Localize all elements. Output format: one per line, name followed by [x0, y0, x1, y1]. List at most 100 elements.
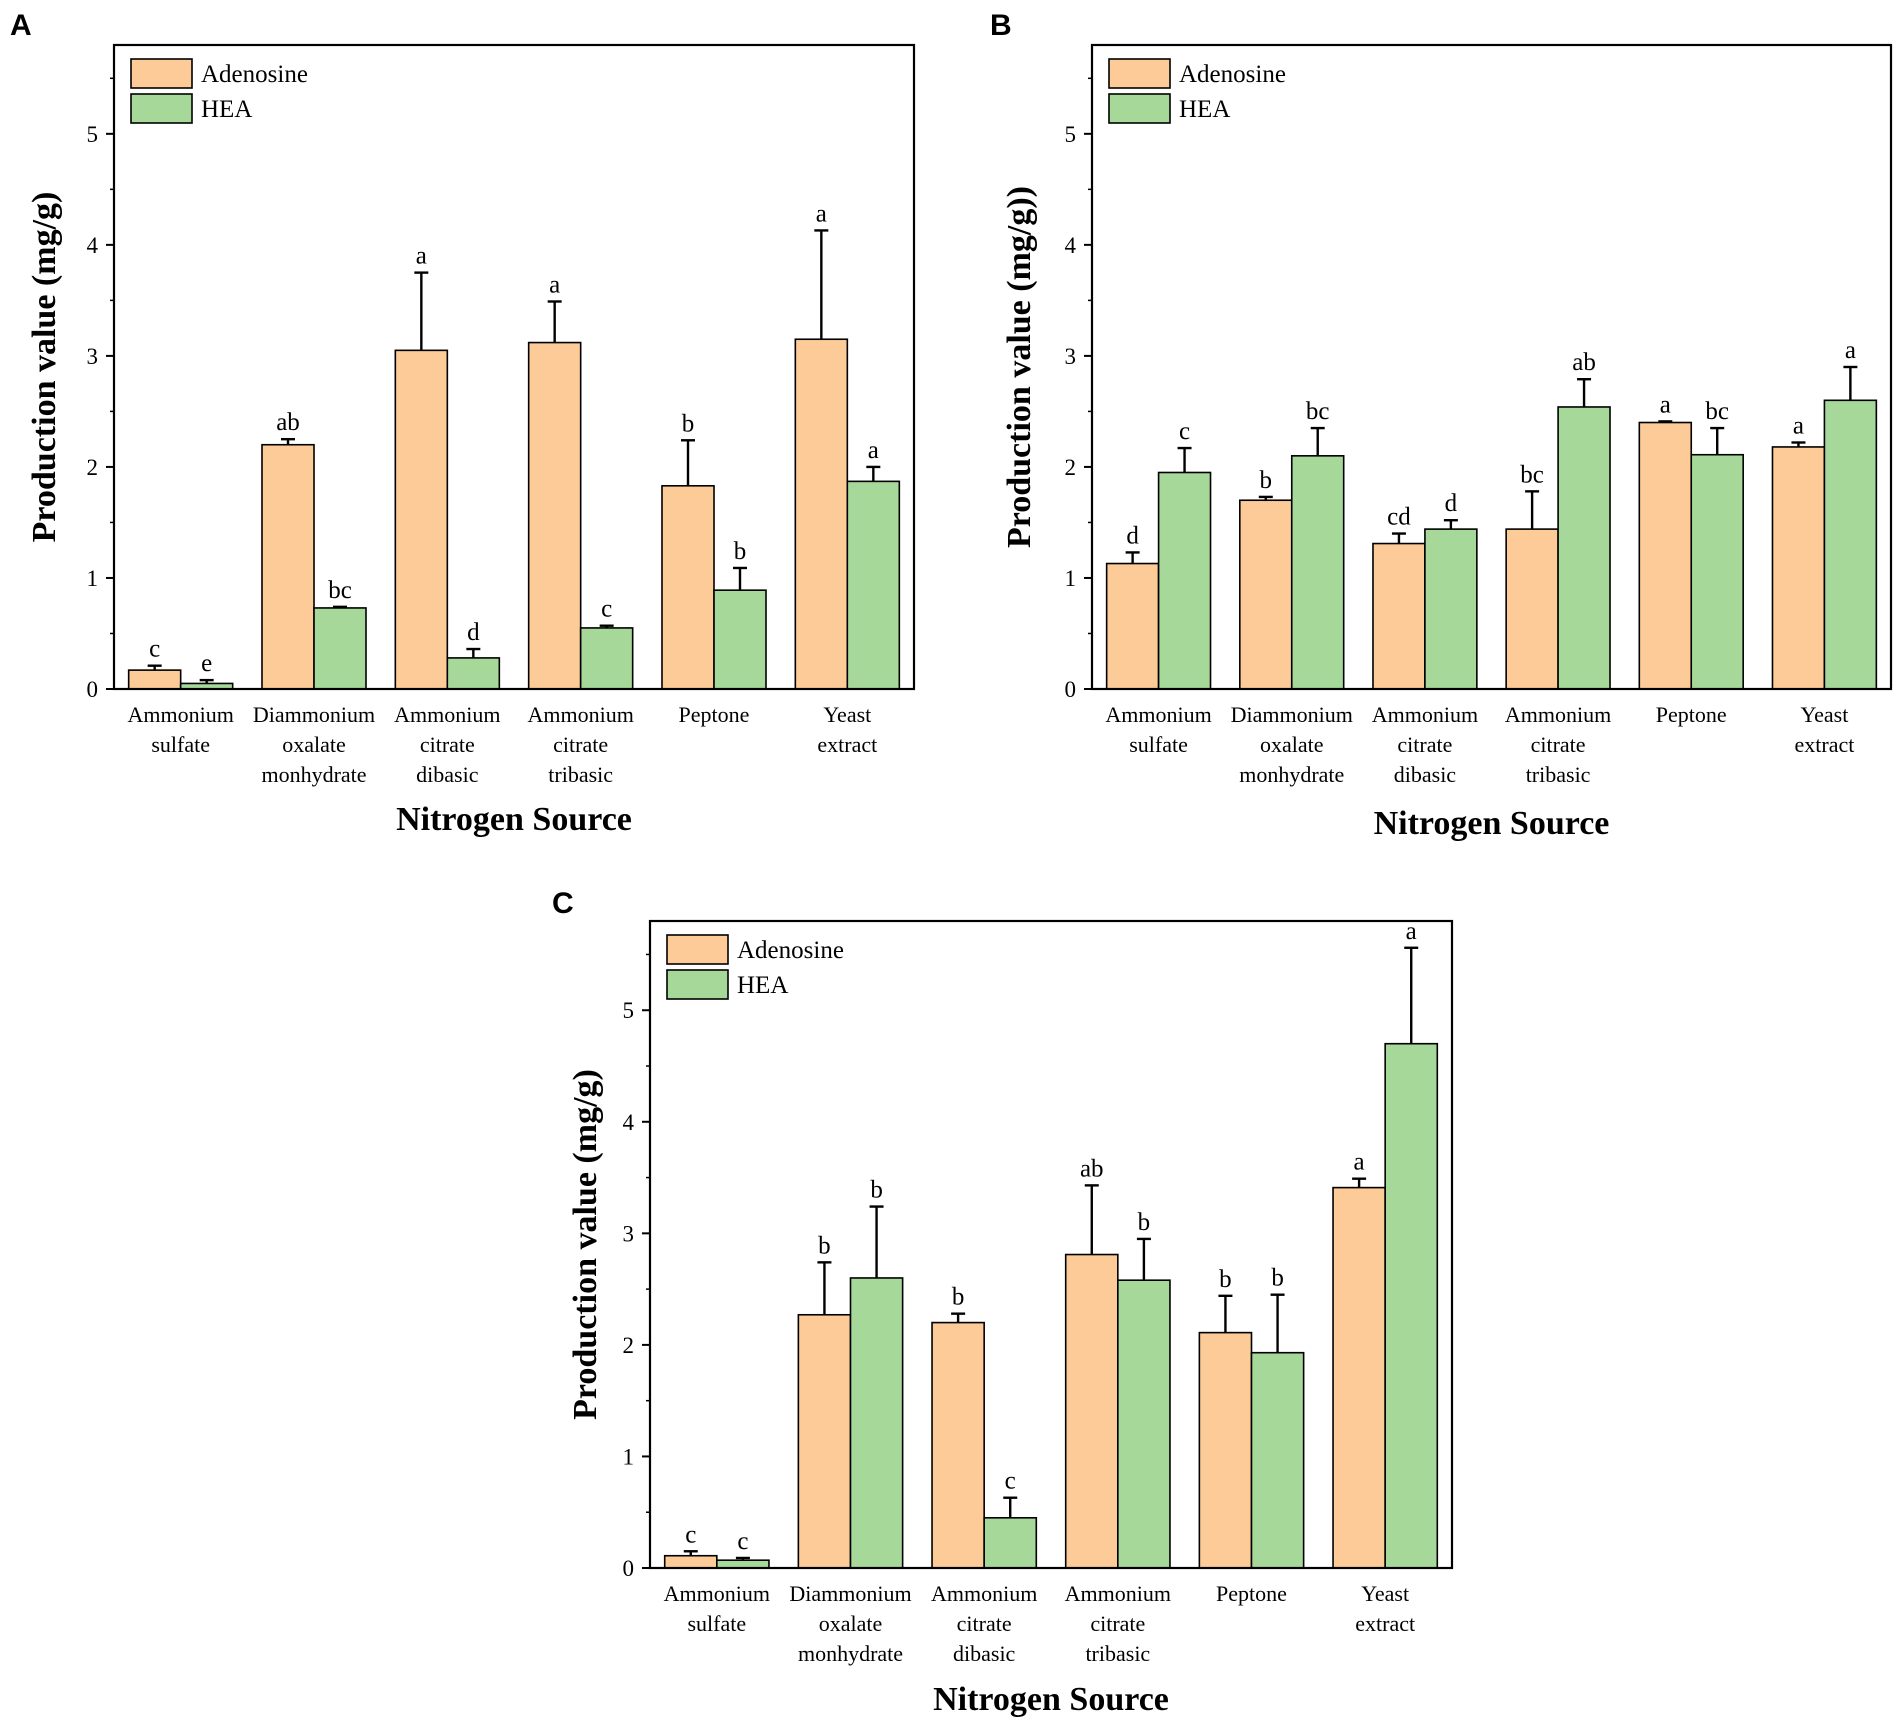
significance-label: d [1126, 522, 1139, 549]
y-tick-label: 1 [623, 1444, 635, 1469]
x-tick-label: Diammonium oxalate monhydrate [253, 702, 375, 787]
y-tick-label: 0 [623, 1556, 635, 1581]
x-tick-label: Peptone [1216, 1581, 1287, 1606]
x-tick-label: Ammonium citrate tribasic [1065, 1581, 1171, 1666]
significance-label: b [1271, 1265, 1284, 1292]
significance-label: c [149, 636, 160, 663]
y-tick-label: 1 [87, 566, 99, 591]
x-tick-label: Ammonium citrate dibasic [1372, 702, 1478, 787]
significance-label: a [1845, 337, 1856, 364]
legend-label: Adenosine [201, 61, 308, 88]
significance-label: d [467, 619, 480, 646]
adenosine-bar [1239, 499, 1293, 690]
x-tick-label: Yeast extract [817, 702, 877, 757]
significance-label: a [1793, 413, 1804, 440]
significance-label: b [1219, 1266, 1232, 1293]
x-tick-label: Ammonium citrate dibasic [394, 702, 500, 787]
hea-bar [1823, 399, 1878, 690]
legend-swatch [130, 58, 193, 89]
adenosine-bar [1332, 1186, 1386, 1569]
legend-swatch [1108, 58, 1171, 89]
y-tick-label: 2 [1065, 455, 1077, 480]
significance-label: e [201, 650, 212, 677]
significance-label: c [1179, 418, 1190, 445]
adenosine-bar [794, 338, 849, 690]
hea-bar [713, 589, 767, 690]
y-tick-label: 0 [1065, 677, 1077, 702]
significance-label: ab [1572, 349, 1596, 376]
hea-bar [1250, 1351, 1305, 1569]
y-tick-label: 5 [1065, 122, 1077, 147]
legend-label: HEA [737, 972, 788, 999]
hea-bar [446, 657, 501, 690]
y-tick-label: 2 [623, 1333, 635, 1358]
x-tick-label: Yeast extract [1355, 1581, 1415, 1636]
y-tick-label: 5 [87, 122, 99, 147]
hea-bar [716, 1559, 770, 1569]
significance-label: c [1005, 1468, 1016, 1495]
y-tick-label: 2 [87, 455, 99, 480]
adenosine-bar [527, 341, 582, 690]
panel-c: Cc b b ab b a c b c b b a 0 1 2 3 4 5 Ammonium sulfate Diamm… [552, 887, 1454, 1718]
adenosine-bar [1505, 528, 1559, 690]
plot-frame [648, 919, 1454, 1570]
significance-label: c [685, 1521, 696, 1548]
significance-label: bc [328, 577, 352, 604]
significance-label: b [682, 410, 695, 437]
legend-swatch [130, 93, 193, 124]
significance-label: a [1406, 918, 1417, 945]
significance-label: b [818, 1232, 831, 1259]
hea-bar [1557, 406, 1611, 690]
significance-label: a [416, 243, 427, 270]
significance-label: d [1445, 490, 1458, 517]
hea-bar [1690, 453, 1744, 690]
adenosine-bar [127, 669, 182, 690]
x-tick-label: Ammonium citrate tribasic [1505, 702, 1611, 787]
x-axis-title: Nitrogen Source [933, 1681, 1169, 1718]
y-tick-label: 3 [1065, 344, 1077, 369]
x-tick-label: Ammonium sulfate [1105, 702, 1211, 757]
y-tick-label: 4 [1065, 233, 1077, 258]
hea-bar [849, 1277, 904, 1569]
x-axis-title: Nitrogen Source [1374, 805, 1610, 842]
hea-bar [1384, 1042, 1439, 1569]
x-axis-title: Nitrogen Source [396, 801, 632, 838]
significance-label: b [734, 538, 747, 565]
hea-bar [1290, 455, 1345, 690]
adenosine-bar [931, 1321, 985, 1569]
legend-swatch [1108, 93, 1171, 124]
significance-label: a [1660, 391, 1671, 418]
x-tick-label: Ammonium sulfate [127, 702, 233, 757]
adenosine-bar [797, 1313, 852, 1569]
hea-bar [1424, 528, 1478, 690]
x-tick-label: Ammonium citrate dibasic [931, 1581, 1037, 1666]
adenosine-bar [394, 349, 449, 690]
significance-label: bc [1705, 398, 1729, 425]
y-tick-label: 3 [87, 344, 99, 369]
adenosine-bar [663, 1554, 718, 1569]
x-tick-label: Diammonium oxalate monhydrate [789, 1581, 911, 1666]
x-tick-label: Ammonium citrate tribasic [527, 702, 633, 787]
plot-frame [1090, 43, 1893, 691]
significance-label: a [816, 200, 827, 227]
y-tick-label: 4 [87, 233, 99, 258]
significance-label: b [952, 1284, 965, 1311]
y-tick-label: 0 [87, 677, 99, 702]
hea-bar [313, 607, 367, 690]
plot-frame [112, 43, 916, 691]
significance-label: a [549, 271, 560, 298]
x-tick-label: Diammonium oxalate monhydrate [1231, 702, 1353, 787]
hea-bar [1117, 1279, 1171, 1569]
panel-letter: A [10, 9, 32, 42]
adenosine-bar [1771, 446, 1826, 690]
significance-label: b [870, 1177, 883, 1204]
legend-swatch [666, 934, 729, 965]
legend-label: Adenosine [1179, 61, 1286, 88]
y-axis-title: Production value (mg/g) [567, 1069, 604, 1420]
adenosine-bar [661, 485, 715, 690]
y-tick-label: 3 [623, 1221, 635, 1246]
y-axis-title: Production value (mg/g) [26, 192, 63, 543]
adenosine-bar [1372, 542, 1426, 690]
significance-label: a [868, 437, 879, 464]
